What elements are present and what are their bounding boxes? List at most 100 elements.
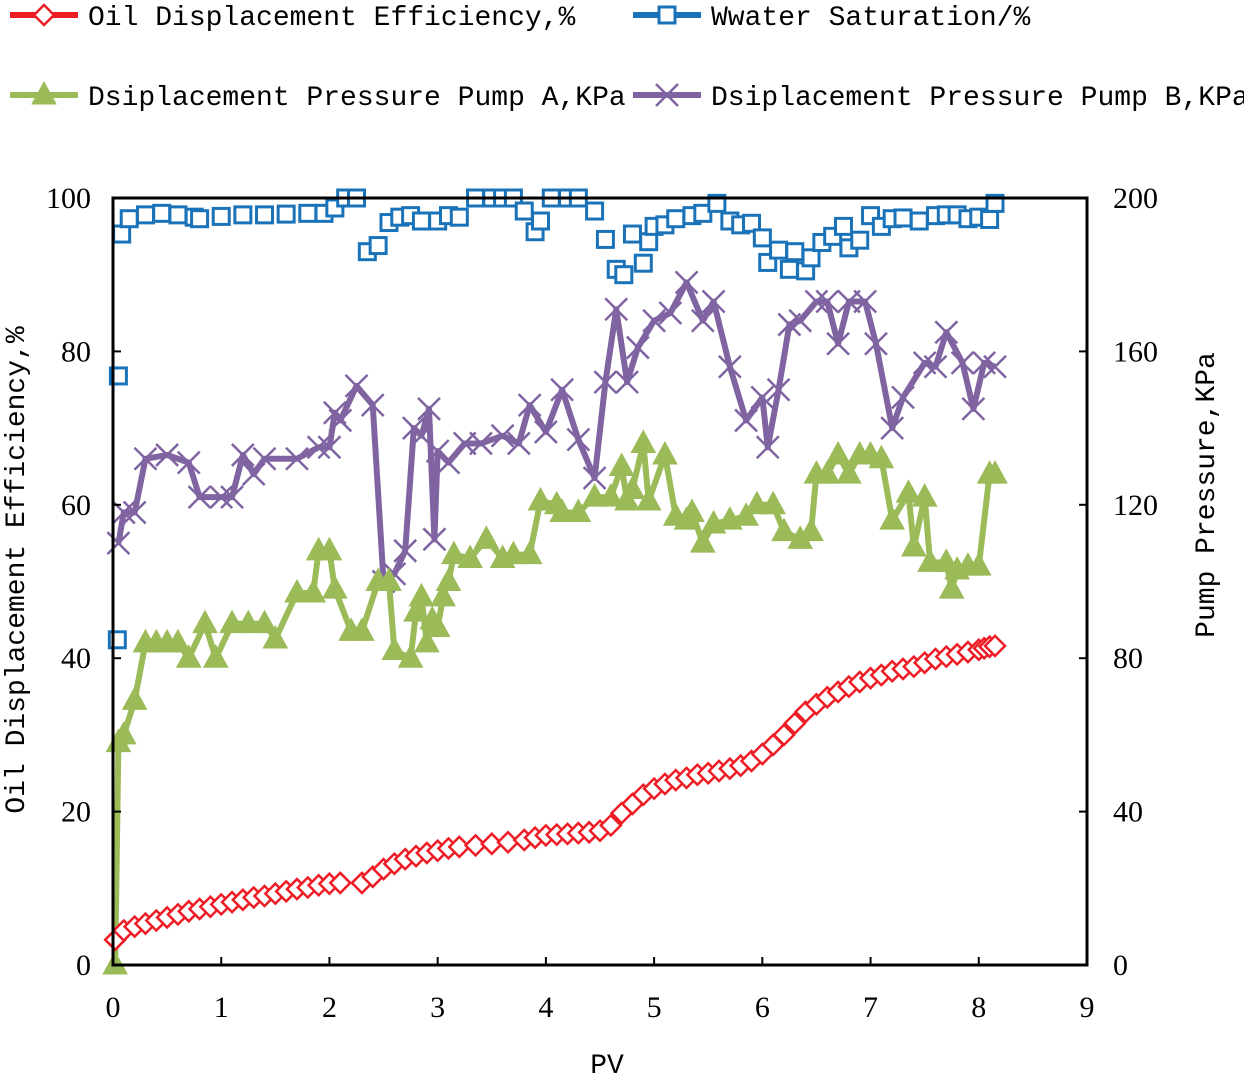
data-point: [850, 230, 870, 250]
data-point: [742, 213, 762, 233]
data-point: [414, 628, 440, 653]
data-point: [750, 385, 775, 410]
data-point: [717, 354, 742, 379]
y-tick-label: 100: [46, 182, 91, 215]
data-point: [417, 397, 441, 421]
data-point: [619, 475, 646, 499]
data-point: [961, 397, 986, 421]
data-point: [516, 540, 543, 565]
data-point: [517, 393, 542, 417]
data-point: [300, 578, 327, 603]
legend-marker: [655, 83, 679, 107]
x-tick-label: 3: [430, 991, 445, 1024]
data-point: [506, 431, 531, 456]
data-point: [550, 377, 575, 402]
data-point: [880, 416, 905, 440]
data-point: [360, 393, 385, 417]
data-point: [864, 331, 888, 356]
data-point: [836, 460, 862, 484]
data-point: [220, 485, 244, 510]
data-point: [209, 485, 234, 510]
data-point: [534, 420, 558, 444]
data-point: [176, 450, 201, 475]
data-point: [689, 529, 716, 553]
y2-tick-label: 160: [1113, 335, 1158, 368]
data-point: [983, 634, 1007, 658]
data-point: [285, 446, 309, 471]
data-point: [422, 527, 447, 552]
data-point: [760, 490, 786, 515]
y2-tick-label: 80: [1113, 642, 1143, 675]
data-point: [983, 354, 1007, 379]
data-point: [490, 423, 515, 448]
data-point: [436, 450, 461, 475]
x-tick-label: 2: [322, 991, 337, 1024]
y-tick-label: 20: [61, 796, 91, 829]
legend-marker: [32, 3, 56, 27]
data-point: [211, 206, 231, 226]
legend-label: Dsiplacement Pressure Pump A,KPa: [88, 83, 626, 114]
data-point: [155, 443, 179, 467]
data-point: [965, 552, 992, 576]
data-point: [233, 205, 253, 225]
data-point: [235, 609, 262, 634]
data-point: [615, 370, 639, 394]
data-point: [630, 429, 657, 453]
data-point: [690, 308, 715, 333]
data-point: [679, 498, 705, 522]
data-point: [826, 331, 850, 356]
data-point: [121, 686, 148, 710]
legend-item: Dsiplacement Pressure Pump A,KPa: [10, 80, 626, 114]
data-point: [133, 446, 158, 471]
data-point: [639, 232, 659, 252]
data-point: [804, 289, 829, 314]
data-point: [408, 582, 435, 607]
data-point: [549, 498, 575, 522]
data-point: [938, 575, 965, 599]
x-tick-label: 9: [1080, 991, 1095, 1024]
y2-tick-label: 40: [1113, 796, 1143, 829]
data-point: [530, 211, 550, 231]
data-point: [565, 498, 592, 522]
data-point: [411, 211, 431, 231]
data-point: [785, 242, 805, 262]
data-point: [381, 636, 408, 661]
series-1: [107, 188, 1005, 650]
data-point: [514, 201, 534, 221]
data-point: [597, 483, 624, 507]
data-point: [891, 385, 915, 410]
data-point: [190, 209, 210, 229]
data-point: [112, 224, 132, 244]
data-point: [595, 229, 615, 249]
data-point: [868, 444, 895, 469]
legend-label: Wwater Saturation/%: [711, 3, 1030, 34]
data-point: [658, 301, 683, 325]
data-point: [192, 609, 218, 634]
series-line: [115, 279, 997, 585]
data-point: [674, 270, 699, 295]
data-point: [230, 443, 255, 467]
data-point: [344, 374, 369, 398]
data-point: [122, 500, 147, 525]
legend-marker: [31, 80, 57, 105]
data-point: [349, 617, 375, 641]
data-point: [441, 540, 467, 565]
data-point: [801, 248, 821, 268]
data-point: [241, 462, 266, 487]
data-point: [298, 203, 318, 223]
data-point: [879, 506, 906, 530]
data-point: [106, 531, 131, 556]
y-axis-label: Oil Displacement Efficiency,%: [2, 326, 33, 813]
data-point: [152, 203, 172, 223]
data-point: [766, 377, 791, 402]
y2-tick-label: 200: [1113, 182, 1158, 215]
data-point: [635, 486, 662, 511]
data-point: [527, 486, 554, 511]
data-point: [734, 408, 758, 433]
data-point: [608, 452, 635, 476]
series-3: [106, 270, 1007, 594]
data-point: [788, 308, 813, 333]
data-point: [701, 289, 726, 314]
